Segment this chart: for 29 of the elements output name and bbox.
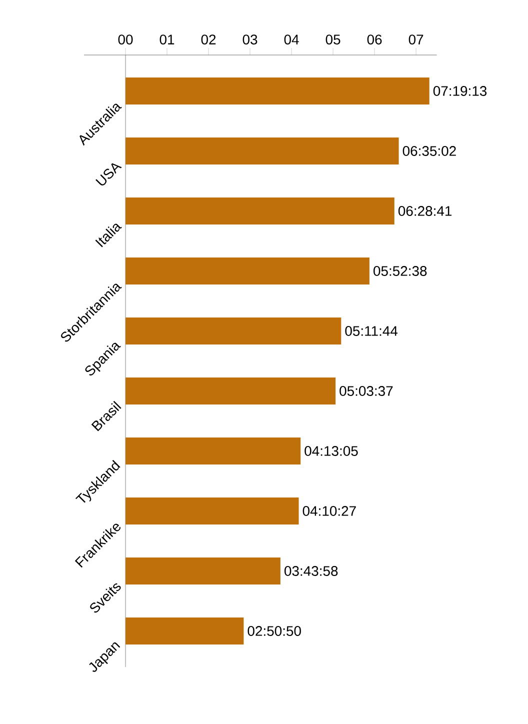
bar xyxy=(126,318,342,345)
bar xyxy=(126,618,244,645)
data-label: 06:28:41 xyxy=(398,206,452,216)
data-label: 02:50:50 xyxy=(248,626,301,636)
bar xyxy=(126,78,430,104)
bar xyxy=(126,198,394,224)
data-label: 04:10:27 xyxy=(302,506,356,516)
data-label: 05:11:44 xyxy=(345,326,398,336)
data-label: 06:35:02 xyxy=(402,146,456,156)
bar xyxy=(126,498,299,525)
x-tick-label: 07 xyxy=(408,34,424,44)
x-tick-label: 02 xyxy=(201,34,216,44)
bar xyxy=(126,138,399,164)
x-tick-label: 03 xyxy=(242,34,258,44)
bar xyxy=(126,438,301,465)
data-label: 07:19:13 xyxy=(433,86,487,96)
bar xyxy=(126,258,370,284)
x-tick-label: 05 xyxy=(326,34,340,44)
data-label: 04:13:05 xyxy=(304,446,358,456)
data-label: 05:52:38 xyxy=(374,266,427,276)
data-label: 05:03:37 xyxy=(340,386,393,396)
bar xyxy=(126,378,336,405)
x-tick-label: 00 xyxy=(118,34,133,44)
x-tick-label: 06 xyxy=(367,34,382,44)
x-tick-label: 01 xyxy=(160,34,174,44)
bar xyxy=(126,558,280,585)
data-label: 03:43:58 xyxy=(284,566,338,576)
x-tick-label: 04 xyxy=(284,34,299,44)
y-tick-label: USA xyxy=(96,163,122,186)
